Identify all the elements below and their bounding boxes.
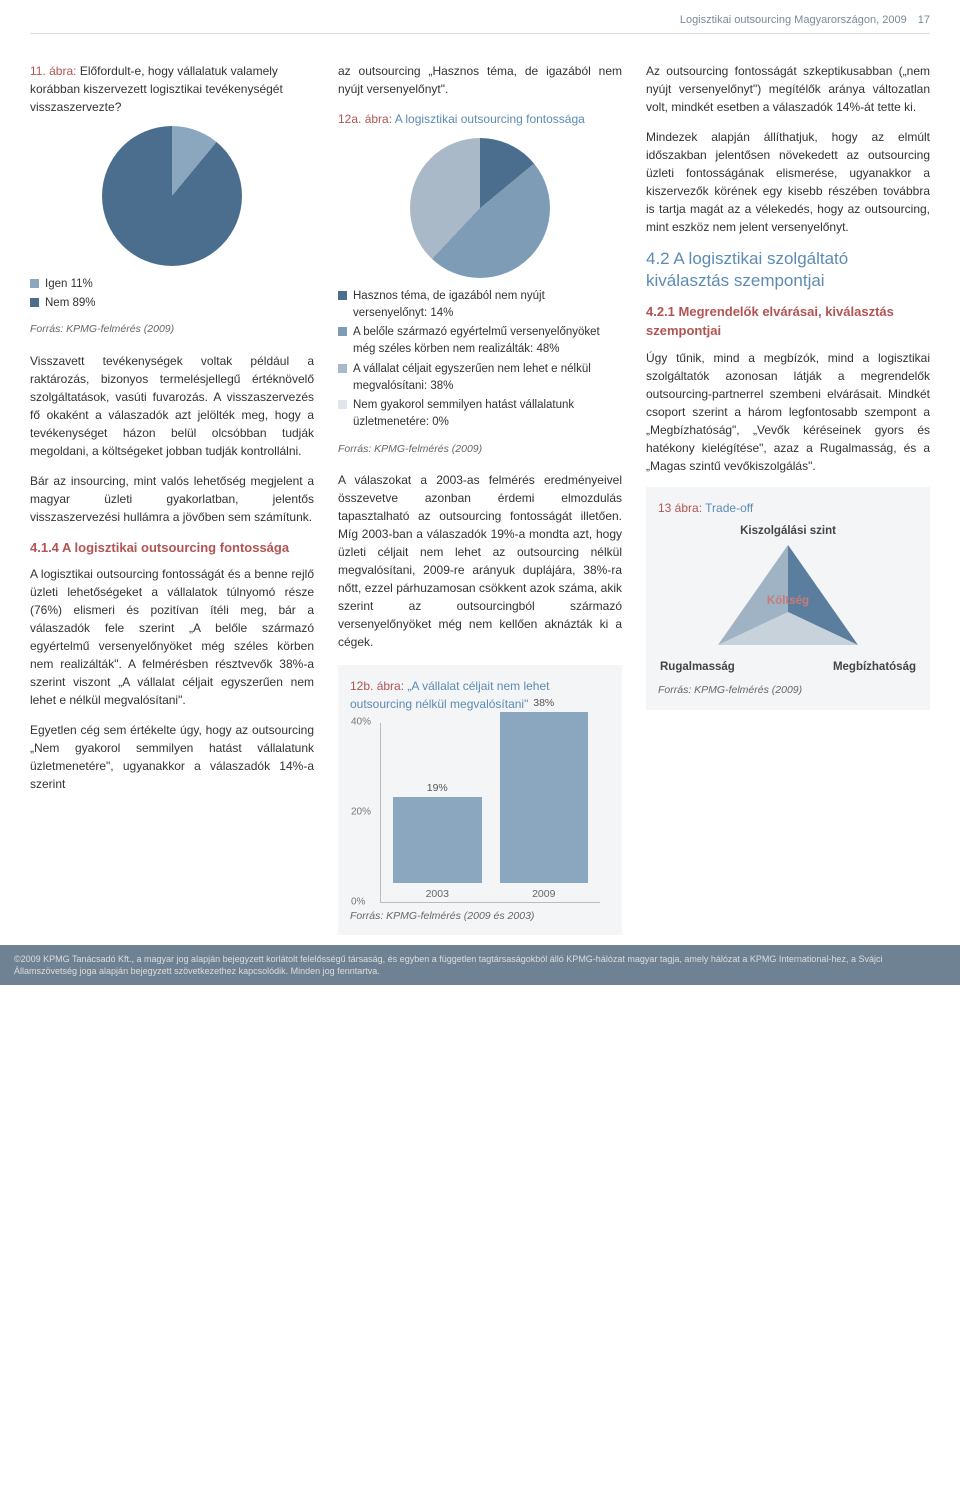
fig12b-box: 12b. ábra: „A vállalat céljait nem lehet… — [338, 665, 622, 935]
col3-p3: Úgy tűnik, mind a megbízók, mind a logis… — [646, 349, 930, 475]
fig13-text: Trade-off — [705, 501, 753, 515]
legend-label: A vállalat céljait egyszerűen nem lehet … — [353, 361, 622, 396]
legend-label: Nem 89% — [45, 295, 96, 312]
column-2: az outsourcing „Hasznos téma, de igazábó… — [338, 62, 622, 936]
tri-label-left: Rugalmasság — [660, 659, 735, 676]
legend-swatch-icon — [30, 298, 39, 307]
col2-lead: az outsourcing „Hasznos téma, de igazábó… — [338, 62, 622, 98]
fig12b-num: 12b. ábra: — [350, 679, 404, 693]
y-tick-label: 40% — [351, 715, 371, 730]
legend-item: A vállalat céljait egyszerűen nem lehet … — [338, 361, 622, 396]
bar-chart: 0%20%40%19%200338%2009 — [380, 723, 600, 903]
legend-item: Hasznos téma, de igazából nem nyújt vers… — [338, 288, 622, 323]
legend-swatch-icon — [338, 291, 347, 300]
pie-chart-icon — [410, 138, 550, 278]
tri-label-right: Megbízhatóság — [833, 659, 916, 676]
fig12a-legend: Hasznos téma, de igazából nem nyújt vers… — [338, 288, 622, 432]
fig12b-source: Forrás: KPMG-felmérés (2009 és 2003) — [350, 909, 610, 925]
legend-item: Nem gyakorol semmilyen hatást vállalatun… — [338, 397, 622, 432]
fig13-box: 13 ábra: Trade-off Kiszolgálási szint Kö… — [646, 487, 930, 711]
fig12a-pie — [338, 138, 622, 278]
triangle-icon — [688, 527, 888, 657]
col1-p2: Bár az insourcing, mint valós lehetőség … — [30, 472, 314, 526]
heading-421: 4.2.1 Megrendelők elvárásai, kiválasztás… — [646, 302, 930, 341]
legend-swatch-icon — [338, 327, 347, 336]
fig12a-num: 12a. ábra: — [338, 112, 392, 126]
bar-category-label: 2009 — [532, 887, 555, 903]
legend-label: Igen 11% — [45, 276, 93, 293]
y-tick-label: 0% — [351, 895, 365, 910]
fig11-title: 11. ábra: Előfordult-e, hogy vállalatuk … — [30, 62, 314, 116]
fig11-pie — [30, 126, 314, 266]
bar-value-label: 19% — [393, 781, 482, 797]
y-tick-label: 20% — [351, 805, 371, 820]
fig12a-text: A logisztikai outsourcing fontossága — [395, 112, 585, 126]
heading-42: 4.2 A logisztikai szolgáltató kiválasztá… — [646, 248, 930, 292]
pie-chart-icon — [102, 126, 242, 266]
column-1: 11. ábra: Előfordult-e, hogy vállalatuk … — [30, 62, 314, 936]
fig12a-title: 12a. ábra: A logisztikai outsourcing fon… — [338, 110, 622, 128]
legend-item: Igen 11% — [30, 276, 314, 293]
fig11-num: 11. ábra: — [30, 64, 76, 78]
page-footer: ©2009 KPMG Tanácsadó Kft., a magyar jog … — [0, 945, 960, 985]
bar: 38% 2009 — [500, 712, 589, 903]
tri-label-top: Kiszolgálási szint — [658, 523, 918, 540]
bar-fill: 19% — [393, 797, 482, 883]
heading-414: 4.1.4 A logisztikai outsourcing fontossá… — [30, 538, 314, 558]
bar-fill: 38% — [500, 712, 589, 883]
col1-p3: A logisztikai outsourcing fontosságát és… — [30, 565, 314, 709]
legend-label: Nem gyakorol semmilyen hatást vállalatun… — [353, 397, 622, 432]
header-title: Logisztikai outsourcing Magyarországon, … — [680, 14, 907, 26]
col1-p4: Egyetlen cég sem értékelte úgy, hogy az … — [30, 721, 314, 793]
tri-label-center: Költség — [658, 593, 918, 610]
page-number: 17 — [918, 12, 930, 29]
fig13-title: 13 ábra: Trade-off — [658, 499, 918, 517]
running-header: Logisztikai outsourcing Magyarországon, … — [30, 12, 930, 34]
col2-p1: A válaszokat a 2003-as felmérés eredmény… — [338, 471, 622, 651]
bar-value-label: 38% — [500, 696, 589, 712]
legend-swatch-icon — [30, 279, 39, 288]
col3-p1: Az outsourcing fontosságát szkeptikusabb… — [646, 62, 930, 116]
fig11-legend: Igen 11% Nem 89% — [30, 276, 314, 313]
bar-category-label: 2003 — [426, 887, 449, 903]
fig12a-source: Forrás: KPMG-felmérés (2009) — [338, 442, 622, 458]
fig13-num: 13 ábra: — [658, 501, 702, 515]
legend-label: A belőle származó egyértelmű versenyelőn… — [353, 324, 622, 359]
fig11-source: Forrás: KPMG-felmérés (2009) — [30, 322, 314, 338]
bar: 19% 2003 — [393, 797, 482, 902]
legend-item: Nem 89% — [30, 295, 314, 312]
fig13-source: Forrás: KPMG-felmérés (2009) — [658, 683, 918, 699]
triangle-diagram: Kiszolgálási szint Költség Rugalmasság M… — [658, 527, 918, 677]
col3-p2: Mindezek alapján állíthatjuk, hogy az el… — [646, 128, 930, 236]
legend-label: Hasznos téma, de igazából nem nyújt vers… — [353, 288, 622, 323]
legend-item: A belőle származó egyértelmű versenyelőn… — [338, 324, 622, 359]
legend-swatch-icon — [338, 364, 347, 373]
col1-p1: Visszavett tevékenységek voltak például … — [30, 352, 314, 460]
legend-swatch-icon — [338, 400, 347, 409]
column-3: Az outsourcing fontosságát szkeptikusabb… — [646, 62, 930, 936]
